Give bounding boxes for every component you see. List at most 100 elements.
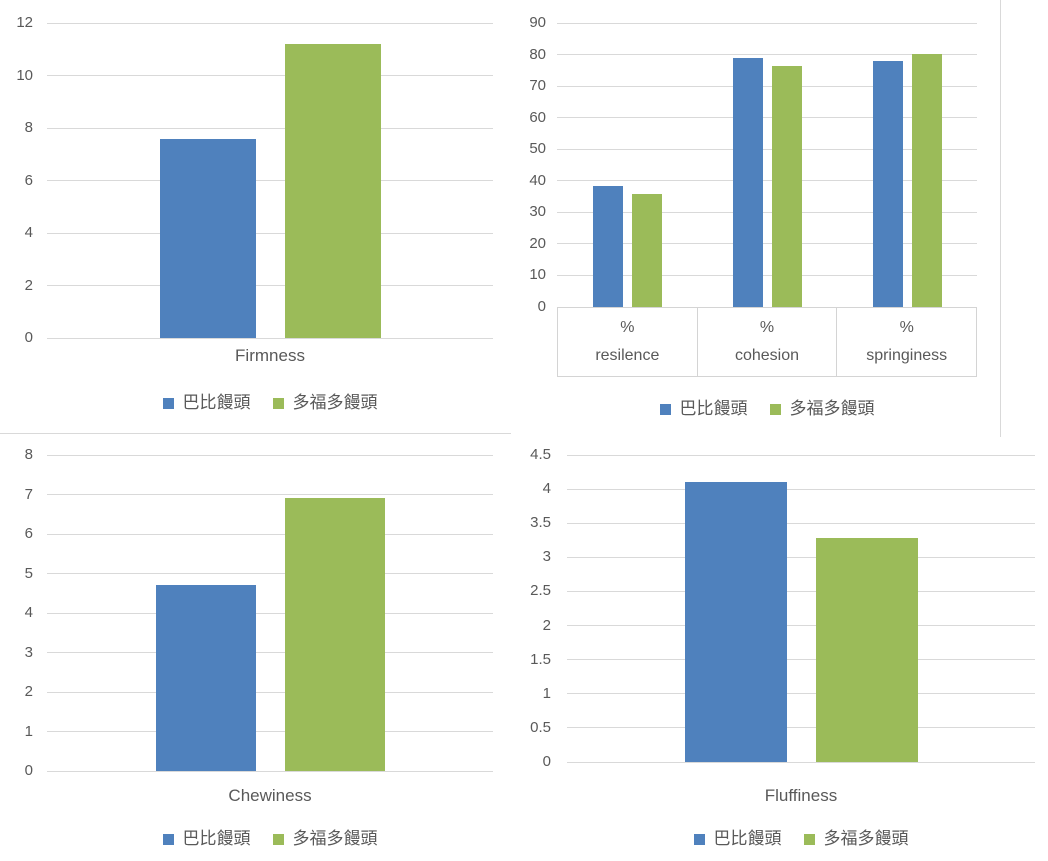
y-axis-tick-label: 40: [529, 171, 546, 189]
y-axis-tick-label: 20: [529, 234, 546, 252]
bar-series2-cat1: [815, 538, 918, 762]
legend-series-label: 巴比饅頭: [679, 399, 748, 418]
y-axis-tick-label: 4.5: [530, 446, 551, 463]
y-gridline: [567, 590, 1035, 592]
legend: 巴比饅頭 多福多饅頭: [557, 399, 977, 419]
y-gridline: [557, 274, 977, 276]
y-gridline: [47, 770, 493, 772]
legend-series-label: 巴比饅頭: [182, 829, 251, 848]
y-gridline: [557, 117, 977, 119]
bar-series1-cat2: [732, 57, 763, 307]
y-gridline: [567, 556, 1035, 558]
chart-object-border-vertical: [1000, 0, 1001, 437]
y-axis-tick-label: 12: [16, 14, 33, 31]
y-gridline: [557, 22, 977, 24]
category-cell-springiness: % springiness: [836, 308, 976, 376]
legend-item-series1: 巴比饅頭: [162, 829, 251, 849]
legend: 巴比饅頭 多福多饅頭: [47, 393, 493, 413]
legend-swatch-icon: [659, 403, 671, 415]
category-label-line: springiness: [866, 347, 948, 364]
legend-swatch-icon: [162, 397, 174, 409]
y-axis-tick-label: 6: [24, 525, 33, 542]
y-gridline: [47, 285, 493, 286]
y-gridline: [47, 691, 493, 693]
bar-series2-cat1: [284, 498, 385, 771]
chart-object-border-horizontal: [0, 433, 511, 434]
y-axis-tick-label: 7: [24, 485, 33, 503]
y-gridline: [567, 522, 1035, 524]
legend-swatch-icon: [272, 397, 284, 409]
category-label-line: %: [899, 319, 914, 336]
legend-item-series2: 多福多饅頭: [769, 399, 875, 419]
y-gridline: [47, 494, 493, 495]
y-axis-tick-label: 0.5: [530, 718, 551, 736]
category-label-line: %: [759, 319, 775, 336]
y-gridline: [47, 22, 493, 24]
y-gridline: [47, 573, 493, 574]
y-gridline: [557, 211, 977, 213]
y-gridline: [47, 612, 493, 614]
y-gridline: [47, 454, 493, 456]
x-axis-category-label: Firmness: [235, 346, 305, 365]
category-label-line: %: [620, 319, 635, 336]
bar-series2-cat2: [771, 65, 802, 307]
bar-series1-cat1: [592, 185, 623, 307]
y-gridline: [567, 625, 1035, 627]
y-axis-tick-label: 30: [529, 203, 546, 221]
y-gridline: [557, 54, 977, 56]
legend-series-label: 多福多饅頭: [789, 399, 875, 418]
y-axis-tick-label: 8: [24, 446, 33, 463]
y-gridline: [557, 180, 977, 182]
y-axis-tick-label: 5: [24, 564, 33, 582]
y-axis-tick-label: 1.5: [530, 650, 551, 668]
legend-series-label: 多福多饅頭: [292, 393, 378, 412]
y-gridline: [47, 180, 493, 181]
y-axis-tick-label: 10: [16, 66, 33, 84]
y-axis-tick-label: 6: [24, 171, 33, 189]
y-axis-tick-label: 2: [542, 616, 551, 634]
y-axis-tick-label: 1: [542, 684, 551, 702]
bar-series2-cat3: [911, 53, 942, 307]
y-axis-tick-label: 70: [529, 77, 546, 95]
y-gridline: [47, 337, 493, 339]
y-gridline: [567, 761, 1035, 763]
y-axis-tick-label: 4: [542, 480, 551, 498]
x-axis-category-label: Chewiness: [228, 786, 312, 805]
y-gridline: [47, 75, 493, 76]
bar-series1-cat3: [872, 60, 903, 307]
y-gridline: [47, 731, 493, 732]
y-axis-tick-label: 3: [542, 548, 551, 566]
y-axis-tick-label: 4: [24, 604, 33, 621]
y-gridline: [47, 533, 493, 535]
y-axis-tick-label: 0: [542, 753, 551, 770]
legend-swatch-icon: [803, 833, 815, 845]
legend-swatch-icon: [272, 833, 284, 845]
bar-series1-cat1: [159, 138, 256, 338]
legend-item-series2: 多福多饅頭: [272, 393, 378, 413]
bar-series1-cat1: [684, 482, 787, 762]
y-axis-tick-label: 50: [529, 140, 546, 158]
y-axis-tick-label: 2: [24, 276, 33, 294]
category-cell-resilence: % resilence: [558, 308, 697, 376]
y-gridline: [557, 85, 977, 87]
y-gridline: [567, 454, 1035, 456]
y-axis-tick-label: 8: [24, 119, 33, 136]
category-cell-cohesion: % cohesion: [696, 308, 837, 376]
legend-swatch-icon: [693, 833, 705, 845]
y-axis-tick-label: 0: [24, 762, 33, 779]
bar-series2-cat1: [631, 194, 662, 307]
y-gridline: [567, 488, 1035, 490]
y-axis-tick-label: 2.5: [530, 582, 551, 600]
legend-item-series2: 多福多饅頭: [272, 829, 378, 849]
legend-series-label: 巴比饅頭: [182, 393, 251, 412]
y-gridline: [567, 727, 1035, 729]
legend: 巴比饅頭 多福多饅頭: [567, 829, 1035, 849]
category-label-line: cohesion: [734, 347, 800, 364]
y-axis-tick-label: 3.5: [530, 514, 551, 532]
y-axis-tick-label: 80: [529, 45, 546, 63]
y-axis-tick-label: 90: [529, 14, 546, 31]
y-axis-tick-label: 10: [529, 266, 546, 284]
legend-series-label: 巴比饅頭: [713, 829, 782, 848]
y-gridline: [47, 232, 493, 234]
